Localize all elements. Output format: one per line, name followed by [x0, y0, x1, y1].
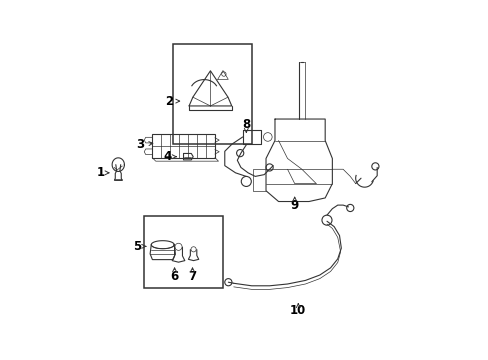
Bar	[152, 134, 214, 158]
Text: 7: 7	[188, 270, 196, 283]
Text: 5: 5	[133, 240, 141, 253]
Text: 8: 8	[242, 118, 250, 131]
Text: 10: 10	[289, 305, 306, 318]
Bar	[144, 216, 223, 288]
Text: 3: 3	[136, 138, 144, 150]
Text: 1: 1	[97, 166, 105, 179]
Text: 2: 2	[165, 95, 173, 108]
Text: 9: 9	[290, 199, 298, 212]
Text: 4: 4	[163, 150, 171, 163]
Text: 6: 6	[170, 270, 178, 283]
Bar	[172, 44, 251, 144]
